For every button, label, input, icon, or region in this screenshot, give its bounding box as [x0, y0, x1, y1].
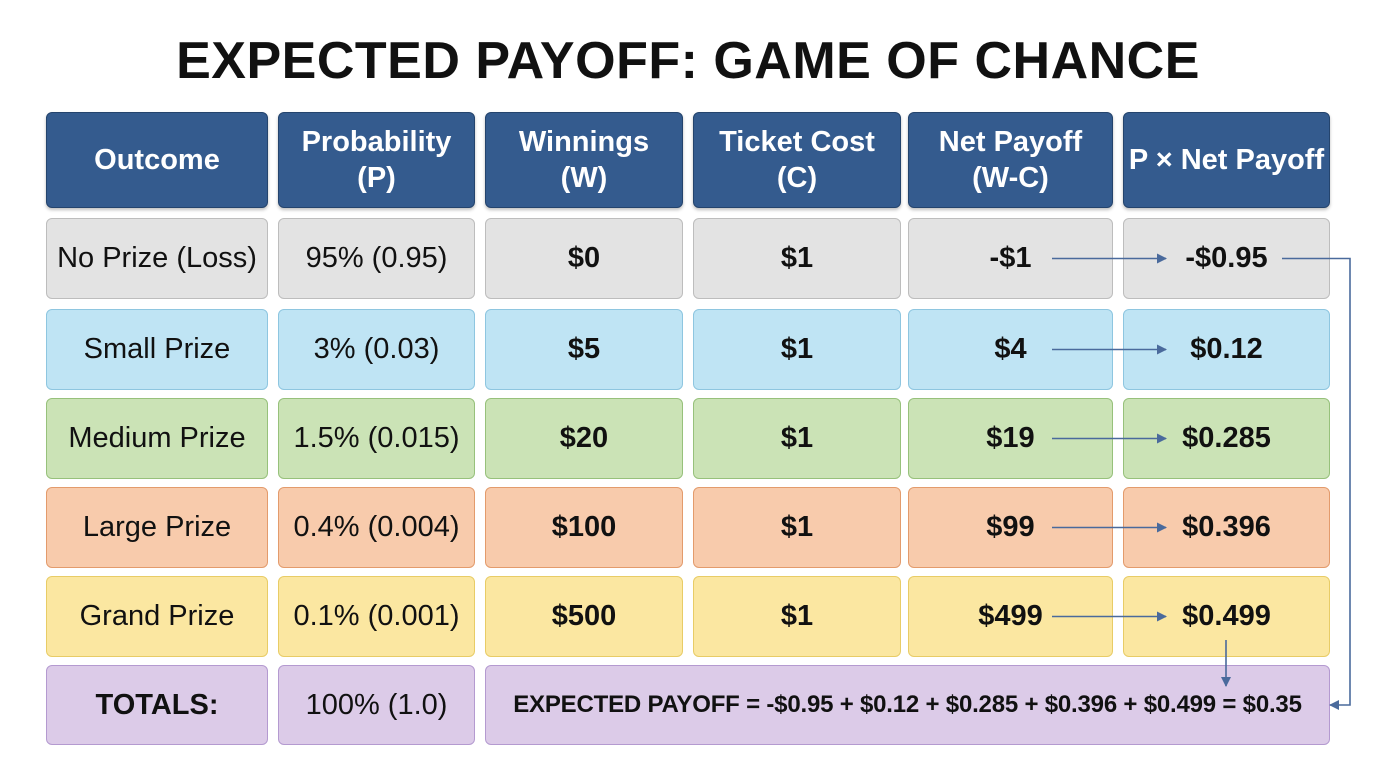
row-3-outcome: Medium Prize [46, 398, 268, 479]
header-ticket-cost: Ticket Cost (C) [693, 112, 901, 208]
row-3-ticket-cost-text: $1 [780, 422, 814, 455]
row-3-net-payoff: $19 [908, 398, 1113, 479]
header-outcome: Outcome [46, 112, 268, 208]
row-2-probability: 3% (0.03) [278, 309, 475, 390]
row-1-outcome: No Prize (Loss) [46, 218, 268, 299]
row-5-net-payoff: $499 [908, 576, 1113, 657]
row-3-ticket-cost: $1 [693, 398, 901, 479]
totals-probability: 100% (1.0) [278, 665, 475, 745]
totals-probability-text: 100% (1.0) [305, 688, 448, 721]
row-5-ticket-cost-text: $1 [780, 600, 814, 633]
header-probability: Probability (P) [278, 112, 475, 208]
row-4-ticket-cost-text: $1 [780, 511, 814, 544]
row-2-p-times-net-text: $0.12 [1190, 333, 1263, 366]
header-p-times-net-text: P × Net Payoff [1128, 143, 1325, 176]
row-2-p-times-net: $0.12 [1123, 309, 1330, 390]
row-1-p-times-net: -$0.95 [1123, 218, 1330, 299]
row-4-probability-text: 0.4% (0.004) [293, 511, 460, 544]
totals-label: TOTALS: [46, 665, 268, 745]
row-1-ticket-cost: $1 [693, 218, 901, 299]
header-net-payoff: Net Payoff (W-C) [908, 112, 1113, 208]
row-4-net-payoff: $99 [908, 487, 1113, 568]
row-5-ticket-cost: $1 [693, 576, 901, 657]
row-1-ticket-cost-text: $1 [780, 242, 814, 275]
row-5-outcome-text: Grand Prize [79, 600, 235, 633]
row-3-winnings-text: $20 [559, 422, 609, 455]
row-1-winnings: $0 [485, 218, 683, 299]
expected-payoff-equation: EXPECTED PAYOFF = -$0.95 + $0.12 + $0.28… [485, 665, 1330, 745]
header-ticket-cost-text: Ticket Cost (C) [719, 125, 875, 194]
header-winnings: Winnings (W) [485, 112, 683, 208]
header-winnings-text: Winnings (W) [518, 125, 650, 194]
header-outcome-text: Outcome [94, 143, 220, 176]
row-2-probability-text: 3% (0.03) [313, 333, 440, 366]
row-4-p-times-net: $0.396 [1123, 487, 1330, 568]
row-4-p-times-net-text: $0.396 [1182, 511, 1271, 544]
header-probability-text: Probability (P) [301, 125, 452, 194]
row-3-winnings: $20 [485, 398, 683, 479]
row-2-winnings: $5 [485, 309, 683, 390]
row-2-outcome-text: Small Prize [83, 333, 231, 366]
row-2-net-payoff: $4 [908, 309, 1113, 390]
row-4-ticket-cost: $1 [693, 487, 901, 568]
row-5-outcome: Grand Prize [46, 576, 268, 657]
row-1-net-payoff-text: -$1 [989, 242, 1032, 275]
row-5-net-payoff-text: $499 [978, 600, 1043, 633]
row-3-p-times-net-text: $0.285 [1182, 422, 1271, 455]
row-5-probability: 0.1% (0.001) [278, 576, 475, 657]
row-5-winnings: $500 [485, 576, 683, 657]
page-title: EXPECTED PAYOFF: GAME OF CHANCE [176, 32, 1200, 90]
row-4-winnings: $100 [485, 487, 683, 568]
row-5-probability-text: 0.1% (0.001) [293, 600, 460, 633]
row-2-net-payoff-text: $4 [994, 333, 1027, 366]
row-2-ticket-cost-text: $1 [780, 333, 814, 366]
row-5-p-times-net: $0.499 [1123, 576, 1330, 657]
row-1-p-times-net-text: -$0.95 [1185, 242, 1268, 275]
row-2-outcome: Small Prize [46, 309, 268, 390]
row-4-outcome-text: Large Prize [82, 511, 232, 544]
row-2-ticket-cost: $1 [693, 309, 901, 390]
row-1-outcome-text: No Prize (Loss) [57, 242, 257, 275]
row-3-net-payoff-text: $19 [986, 422, 1035, 455]
header-net-payoff-text: Net Payoff (W-C) [938, 125, 1083, 194]
header-p-times-net: P × Net Payoff [1123, 112, 1330, 208]
row-2-winnings-text: $5 [567, 333, 601, 366]
totals-label-text: TOTALS: [95, 688, 219, 721]
row-3-probability-text: 1.5% (0.015) [293, 422, 460, 455]
row-5-winnings-text: $500 [551, 600, 617, 633]
row-1-probability-text: 95% (0.95) [305, 242, 448, 275]
row-1-probability: 95% (0.95) [278, 218, 475, 299]
row-1-net-payoff: -$1 [908, 218, 1113, 299]
row-3-p-times-net: $0.285 [1123, 398, 1330, 479]
row-3-outcome-text: Medium Prize [68, 422, 246, 455]
row-3-probability: 1.5% (0.015) [278, 398, 475, 479]
row-5-p-times-net-text: $0.499 [1182, 600, 1271, 633]
row-1-winnings-text: $0 [567, 242, 601, 275]
row-4-probability: 0.4% (0.004) [278, 487, 475, 568]
row-4-outcome: Large Prize [46, 487, 268, 568]
expected-payoff-equation-text: EXPECTED PAYOFF = -$0.95 + $0.12 + $0.28… [513, 691, 1302, 718]
row-4-winnings-text: $100 [551, 511, 617, 544]
row-4-net-payoff-text: $99 [986, 511, 1035, 544]
